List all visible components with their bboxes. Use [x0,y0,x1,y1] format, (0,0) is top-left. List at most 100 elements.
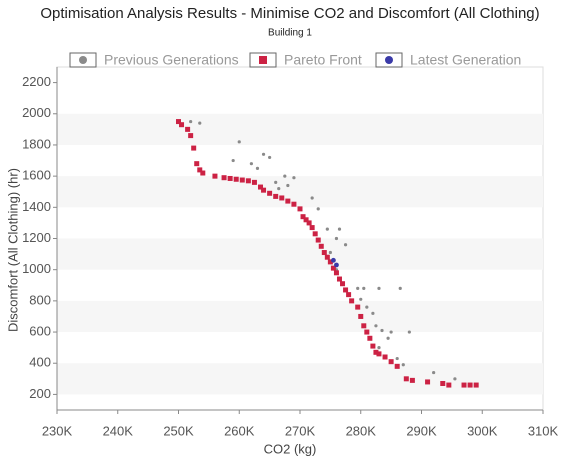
point [310,196,314,200]
point [333,270,339,276]
point [300,214,306,220]
point [362,286,366,290]
point [389,330,393,334]
point [365,305,369,309]
point [315,237,321,243]
point [324,254,330,260]
point [467,382,473,388]
point [388,359,394,365]
point [356,286,360,290]
x-tick-label: 230K [42,423,73,438]
point [292,176,296,180]
point [355,304,361,310]
y-tick-label: 2200 [22,74,51,89]
y-tick-label: 800 [29,292,51,307]
point [340,281,346,287]
point [191,145,197,151]
point [261,152,266,156]
x-tick-label: 260K [224,423,255,438]
y-tick-label: 1400 [22,199,51,214]
point [255,166,260,170]
point [198,121,202,125]
point [176,119,181,125]
point [277,187,281,191]
point [306,220,312,226]
point [373,349,379,355]
plot-band [57,300,543,333]
point [395,356,399,361]
x-tick-label: 250K [163,423,194,438]
point [261,187,267,193]
point [334,236,339,241]
point [382,354,388,360]
y-tick-label: 400 [29,355,51,370]
point [367,335,373,341]
point [273,193,279,199]
point [185,126,191,132]
y-tick-label: 2000 [22,105,51,120]
point [425,379,431,385]
point [409,377,415,383]
point [337,227,342,231]
point [461,382,467,388]
point [279,195,285,201]
point [283,174,287,178]
point [343,243,348,247]
point [432,370,436,375]
point [346,292,352,298]
legend-label: Latest Generation [410,52,521,68]
y-tick-label: 1800 [22,136,51,151]
point [376,351,382,357]
point [251,179,257,185]
point [453,377,457,381]
point [318,243,324,249]
point [358,313,364,319]
plot-band [57,113,543,145]
x-tick-label: 310K [528,423,559,438]
point [179,122,185,128]
point [361,323,367,329]
point [309,225,315,231]
point [374,324,378,328]
y-tick-label: 1200 [22,230,51,245]
x-tick-label: 280K [346,423,377,438]
point [258,184,264,190]
point [297,206,303,212]
point [197,167,203,173]
y-tick-label: 1000 [22,261,51,276]
point [336,276,342,282]
point [321,250,327,256]
point [328,250,332,255]
point [316,207,320,211]
x-tick-label: 300K [467,423,498,438]
legend-item: Pareto Front [249,52,362,68]
x-axis-title: CO2 (kg) [264,441,317,456]
x-tick-label: 270K [285,423,316,438]
point [194,161,200,167]
point [245,178,251,184]
chart-title: Optimisation Analysis Results - Minimise… [40,5,539,22]
point [312,231,318,237]
point [398,286,402,290]
point [188,133,194,139]
plot-band [57,238,543,270]
point [407,330,411,334]
point [343,287,349,293]
legend-swatch [259,56,267,64]
point [331,257,336,263]
point [249,162,253,166]
legend-swatch [79,56,87,64]
point [189,119,193,124]
point [446,382,452,388]
point [440,380,446,386]
point [394,363,400,369]
point [327,259,333,265]
legend-swatch [385,56,393,64]
point [380,328,384,333]
x-tick-label: 240K [103,423,134,438]
point [233,176,239,182]
point [386,336,390,340]
point [291,201,297,207]
point [359,297,363,301]
